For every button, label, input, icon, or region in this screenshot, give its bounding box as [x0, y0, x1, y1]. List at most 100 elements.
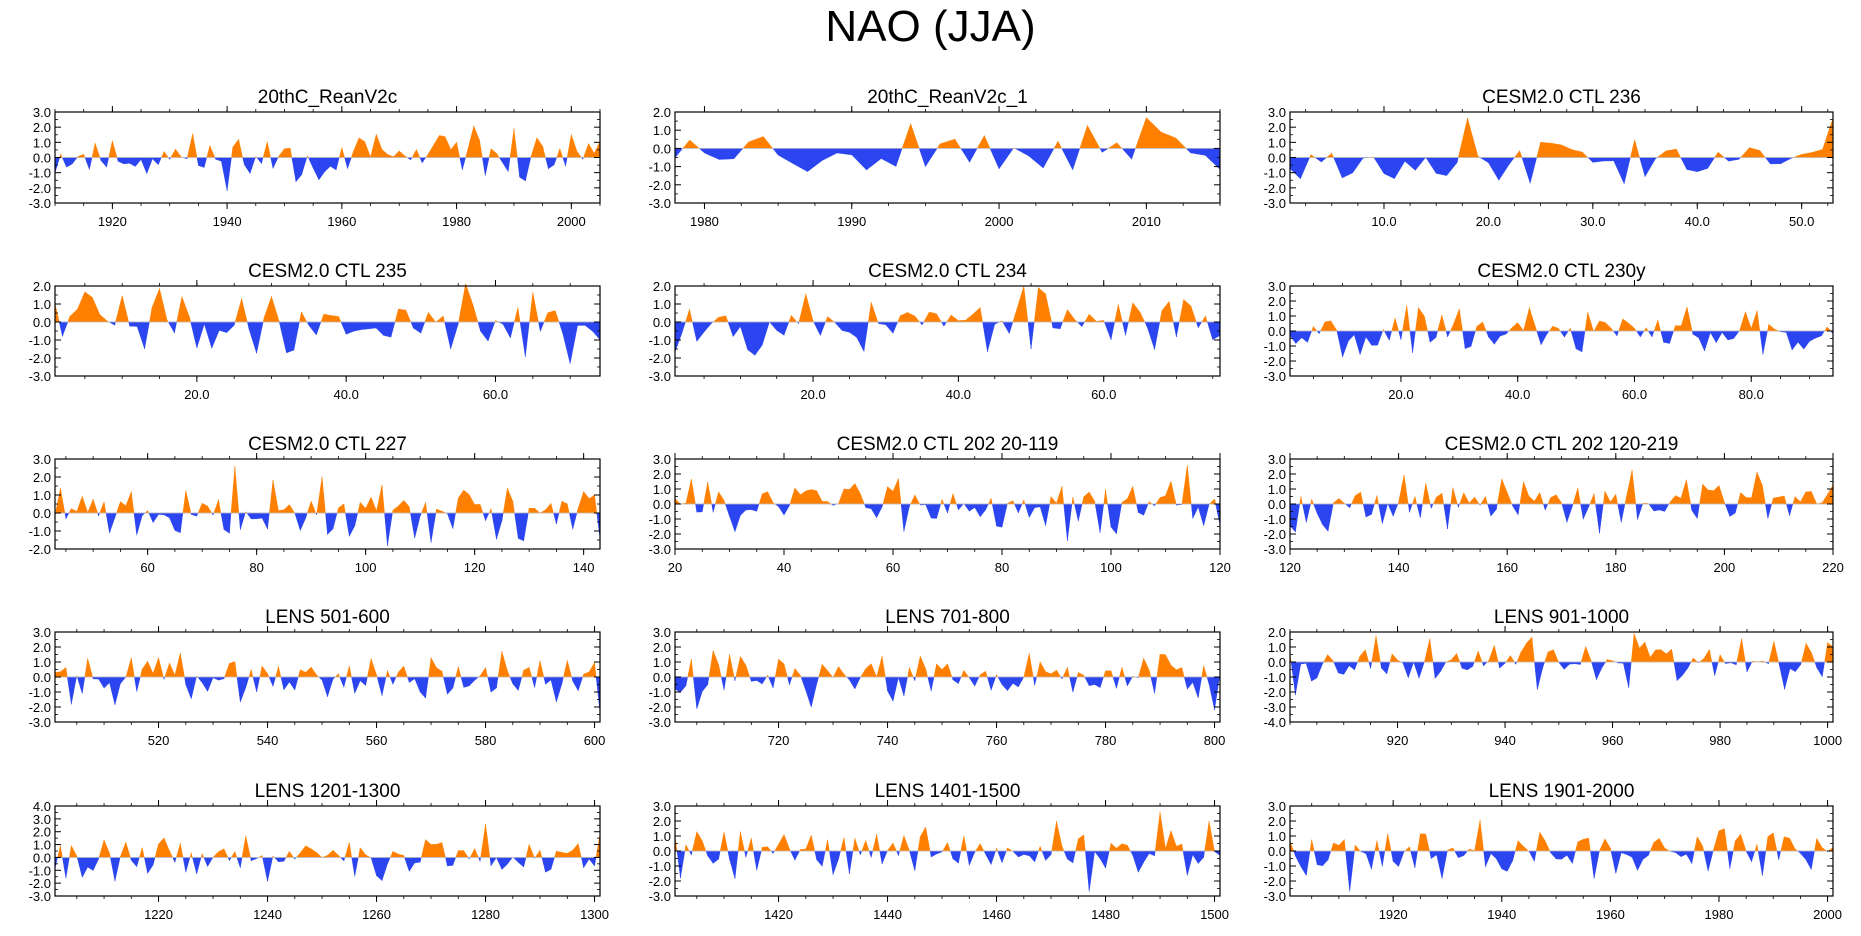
- x-tick-label: 1440: [873, 907, 902, 922]
- y-tick-label: 2.0: [1268, 814, 1286, 829]
- x-tick-label: 120: [1209, 560, 1231, 575]
- panel-title: CESM2.0 CTL 236: [1482, 87, 1641, 108]
- x-tick-label: 180: [1605, 560, 1627, 575]
- plot-frame: [54, 285, 601, 377]
- x-tick-label: 120: [464, 560, 486, 575]
- panel-title: CESM2.0 CTL 202 20-119: [837, 434, 1059, 455]
- x-tick-label: 140: [573, 560, 595, 575]
- y-tick-label: 2.0: [653, 814, 671, 829]
- y-tick-label: 0.0: [33, 850, 51, 865]
- y-tick-label: 0.0: [33, 151, 51, 166]
- positive-area: [682, 117, 1187, 149]
- y-tick-label: 2.0: [1268, 467, 1286, 482]
- panel-5: CESM2.0 CTL 234 2.0 1.0 0.0 -1.0 -2.0 -3.0 20.0…: [649, 261, 1221, 402]
- negative-area: [695, 503, 1221, 541]
- negative-area: [676, 850, 1221, 892]
- x-tick-label: 20: [668, 560, 682, 575]
- x-tick-label: 10.0: [1371, 214, 1396, 229]
- plot-frame: [674, 111, 1221, 204]
- positive-area: [59, 125, 601, 158]
- y-tick-label: 2.0: [1268, 294, 1286, 309]
- x-tick-label: 960: [1602, 733, 1624, 748]
- plot-frame: [54, 805, 601, 897]
- panel-title: LENS 1401-1500: [875, 781, 1021, 802]
- x-tick-label: 2010: [1132, 214, 1161, 229]
- x-tick-label: 1000: [1813, 733, 1842, 748]
- y-tick-label: 2.0: [33, 825, 51, 840]
- y-tick-label: -1.0: [649, 685, 671, 700]
- x-tick-label: 120: [1279, 560, 1301, 575]
- negative-area: [1290, 661, 1825, 696]
- x-tick-label: 1460: [982, 907, 1011, 922]
- y-tick-label: 1.0: [33, 838, 51, 853]
- y-tick-label: 2.0: [33, 279, 51, 294]
- x-tick-label: 2000: [985, 214, 1014, 229]
- y-tick-label: 3.0: [653, 799, 671, 814]
- x-tick-label: 1420: [764, 907, 793, 922]
- x-tick-label: 1280: [471, 907, 500, 922]
- y-tick-label: -3.0: [29, 196, 51, 211]
- y-tick-label: -1.0: [1264, 670, 1286, 685]
- negative-area: [54, 512, 601, 546]
- y-tick-label: -2.0: [1264, 354, 1286, 369]
- negative-area: [1289, 157, 1794, 184]
- positive-area: [1311, 305, 1832, 332]
- x-tick-label: 920: [1387, 733, 1409, 748]
- x-tick-label: 560: [366, 733, 388, 748]
- y-tick-label: -3.0: [29, 889, 51, 904]
- x-tick-label: 1940: [213, 214, 242, 229]
- y-tick-label: -1.0: [1264, 339, 1286, 354]
- panel-title: 20thC_ReanV2c_1: [867, 87, 1028, 108]
- negative-area: [1293, 850, 1829, 892]
- x-tick-label: 1480: [1091, 907, 1120, 922]
- y-tick-label: 0.0: [1268, 655, 1286, 670]
- x-tick-label: 940: [1494, 733, 1516, 748]
- y-tick-label: 1.0: [33, 655, 51, 670]
- x-tick-label: 20.0: [184, 387, 209, 402]
- x-tick-label: 520: [148, 733, 170, 748]
- x-tick-label: 1980: [442, 214, 471, 229]
- y-tick-label: 2.0: [653, 105, 671, 120]
- panel-1: 20thC_ReanV2c 3.02.01.00.0-1.0-2.0-3.0 192…: [29, 87, 601, 229]
- x-tick-label: 1500: [1200, 907, 1229, 922]
- y-tick-label: 0.0: [1268, 151, 1286, 166]
- y-tick-label: -2.0: [29, 876, 51, 891]
- y-tick-label: 0.0: [1268, 497, 1286, 512]
- y-tick-label: 1.0: [1268, 640, 1286, 655]
- x-tick-label: 800: [1204, 733, 1226, 748]
- y-tick-label: 2.0: [653, 279, 671, 294]
- y-tick-label: -1.0: [29, 524, 51, 539]
- y-tick-label: -2.0: [1264, 527, 1286, 542]
- y-tick-label: -4.0: [1264, 715, 1286, 730]
- y-tick-label: 1.0: [1268, 829, 1286, 844]
- y-tick-label: -2.0: [29, 700, 51, 715]
- y-tick-label: 2.0: [1268, 120, 1286, 135]
- panel-title: 20thC_ReanV2c: [258, 87, 397, 108]
- panel-11: LENS 701-800 3.02.01.00.0-1.0-2.0-3.0 720 7…: [649, 607, 1226, 748]
- panel-title: CESM2.0 CTL 234: [868, 261, 1027, 282]
- x-tick-label: 2000: [557, 214, 586, 229]
- negative-area: [54, 857, 597, 882]
- x-tick-label: 50.0: [1789, 214, 1814, 229]
- plot-frame: [1289, 631, 1834, 723]
- panel-10: LENS 501-600 3.02.01.00.0-1.0-2.0-3.0 520 5…: [29, 607, 606, 748]
- y-tick-label: -2.0: [29, 542, 51, 557]
- y-tick-label: -3.0: [1264, 700, 1286, 715]
- y-tick-label: 0.0: [1268, 844, 1286, 859]
- y-tick-label: -1.0: [29, 685, 51, 700]
- y-tick-label: 1.0: [1268, 482, 1286, 497]
- y-tick-label: 1.0: [33, 135, 51, 150]
- y-tick-label: 2.0: [653, 467, 671, 482]
- y-tick-label: -1.0: [1264, 166, 1286, 181]
- y-tick-label: 0.0: [653, 315, 671, 330]
- panel-14: LENS 1401-1500 3.02.01.00.0-1.0-2.0-3.0 14…: [649, 781, 1229, 922]
- positive-area: [1299, 470, 1834, 505]
- y-tick-label: 1.0: [653, 655, 671, 670]
- negative-area: [58, 321, 601, 364]
- y-tick-label: -3.0: [649, 715, 671, 730]
- x-tick-label: 1920: [1379, 907, 1408, 922]
- positive-area: [54, 283, 560, 323]
- y-tick-label: 1.0: [653, 123, 671, 138]
- x-tick-label: 140: [1388, 560, 1410, 575]
